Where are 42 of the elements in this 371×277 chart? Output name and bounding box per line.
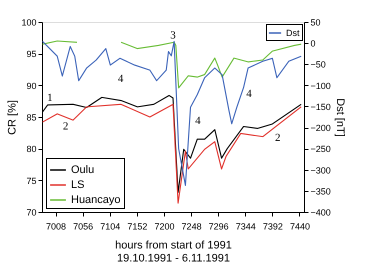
- x-tick-label: 7200: [154, 222, 174, 232]
- y2-tick-label: −150: [310, 102, 331, 112]
- x-tick-label: 7248: [182, 222, 202, 232]
- y2-tick-label: 0: [310, 38, 316, 49]
- legend-label: Oulu: [71, 164, 94, 176]
- x-tick-label: 7440: [290, 222, 310, 232]
- y-tick-label: 70: [26, 208, 36, 218]
- line-series: [42, 104, 302, 204]
- annotation: 2: [275, 132, 281, 144]
- annotation: 4: [118, 73, 124, 85]
- y-tick-label: 95: [26, 49, 36, 60]
- x-tick-label: 7344: [236, 222, 256, 232]
- y2-tick-label: −100: [310, 80, 331, 91]
- y-axis-title: CR [%]: [6, 100, 18, 135]
- annotation: 4: [246, 88, 252, 100]
- x-tick-label: 7392: [262, 222, 283, 232]
- x-tick-label: 7296: [208, 222, 229, 232]
- annotation: 3: [170, 29, 176, 42]
- y2-tick-label: −400: [310, 208, 331, 218]
- y-tick-label: 100: [21, 18, 36, 28]
- x-tick-label: 7104: [100, 222, 120, 232]
- y-tick-label: 90: [26, 80, 36, 91]
- y-tick-label: 80: [26, 144, 36, 154]
- y2-tick-label: −200: [310, 123, 331, 134]
- x-axis-title: hours from start of 1991 19.10.1991 - 6.11.1991: [115, 240, 232, 264]
- y-tick-label: 75: [26, 176, 36, 186]
- y2-tick-label: −300: [310, 165, 331, 176]
- y2-axis-title: Dst [nT]: [334, 98, 346, 137]
- legend-label: LS: [71, 179, 84, 191]
- annotation: 1: [47, 92, 53, 104]
- y2-tick-label: 50: [310, 18, 321, 28]
- y2-tick-label: −350: [310, 186, 331, 196]
- legend-label: Huancayo: [71, 194, 121, 206]
- x-tick-label: 7008: [46, 222, 66, 232]
- annotation: 4: [195, 114, 202, 127]
- legend-label: Dst: [286, 28, 300, 38]
- y2-tick-label: −50: [310, 60, 326, 70]
- y2-tick-label: −250: [310, 144, 331, 154]
- annotation: 2: [62, 120, 68, 132]
- x-tick-label: 7152: [127, 222, 148, 232]
- x-tick-label: 7056: [73, 222, 94, 232]
- y-tick-label: 85: [26, 112, 36, 122]
